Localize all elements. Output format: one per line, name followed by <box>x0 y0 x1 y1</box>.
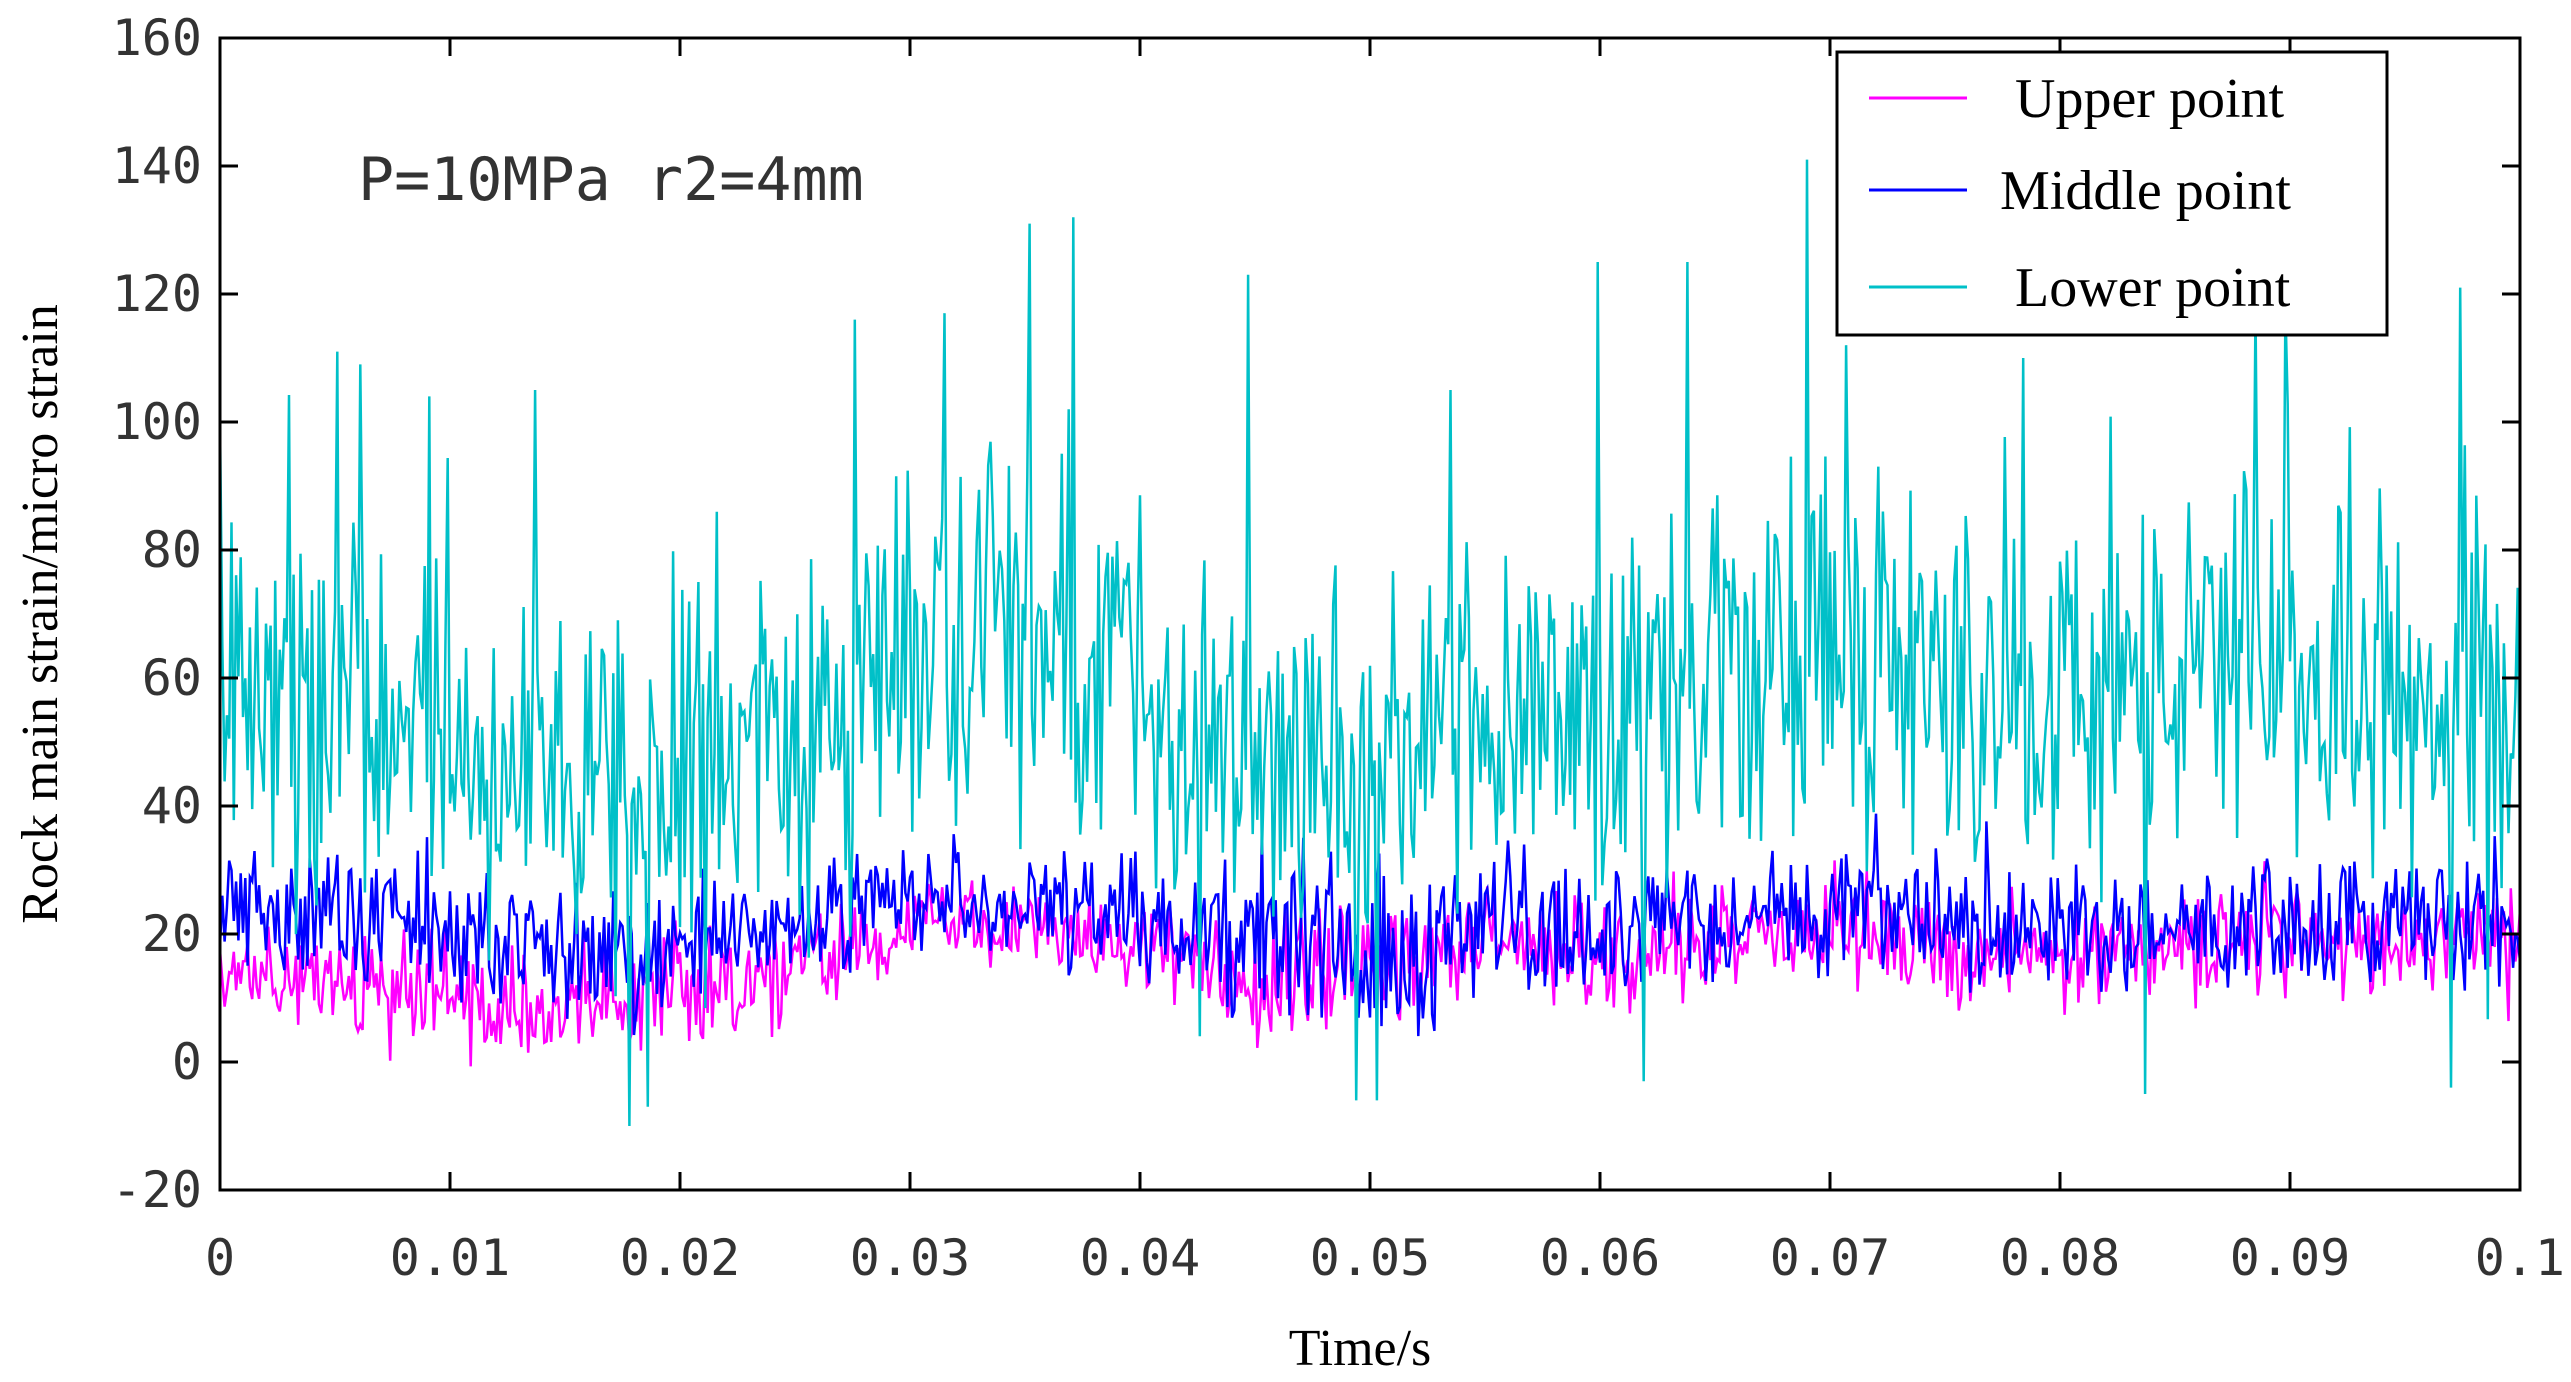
y-tick-label: 0 <box>172 1033 202 1091</box>
x-tick-label: 0 <box>205 1229 235 1287</box>
y-tick-label: 40 <box>142 777 202 835</box>
y-tick-label: 100 <box>112 393 202 451</box>
y-axis-label: Rock main strain/micro strain <box>12 304 69 924</box>
x-tick-label: 0.02 <box>620 1229 740 1287</box>
legend: Upper point Middle point Lower point <box>1835 50 2389 337</box>
y-axis: -20 0 20 40 60 80 100 120 140 160 <box>112 9 2520 1219</box>
x-axis-label: Time/s <box>1289 1320 1432 1377</box>
legend-label-middle-point: Middle point <box>2000 160 2291 222</box>
x-tick-label: 0.05 <box>1310 1229 1430 1287</box>
y-tick-label: 60 <box>142 649 202 707</box>
annotation-label: P=10MPa r2=4mm <box>358 145 864 215</box>
x-axis: 0 0.01 0.02 0.03 0.04 0.05 0.06 0.07 0.08 0.09 0.1 <box>205 38 2565 1287</box>
y-tick-label: 120 <box>112 265 202 323</box>
x-tick-label: 0.03 <box>850 1229 970 1287</box>
y-tick-label: 140 <box>112 137 202 195</box>
x-tick-label: 0.06 <box>1540 1229 1660 1287</box>
y-tick-label: 80 <box>142 521 202 579</box>
legend-label-upper-point: Upper point <box>2015 68 2285 130</box>
x-tick-label: 0.1 <box>2475 1229 2565 1287</box>
x-tick-label: 0.09 <box>2230 1229 2350 1287</box>
y-tick-label: -20 <box>112 1161 202 1219</box>
x-tick-label: 0.04 <box>1080 1229 1200 1287</box>
x-tick-label: 0.07 <box>1770 1229 1890 1287</box>
series-line-lower-point <box>220 159 2520 1127</box>
x-tick-label: 0.01 <box>390 1229 510 1287</box>
y-tick-label: 160 <box>112 9 202 67</box>
series-line-middle-point <box>220 813 2520 1037</box>
y-tick-label: 20 <box>142 905 202 963</box>
legend-label-lower-point: Lower point <box>2015 257 2291 319</box>
series-group <box>220 159 2520 1127</box>
x-tick-label: 0.08 <box>2000 1229 2120 1287</box>
